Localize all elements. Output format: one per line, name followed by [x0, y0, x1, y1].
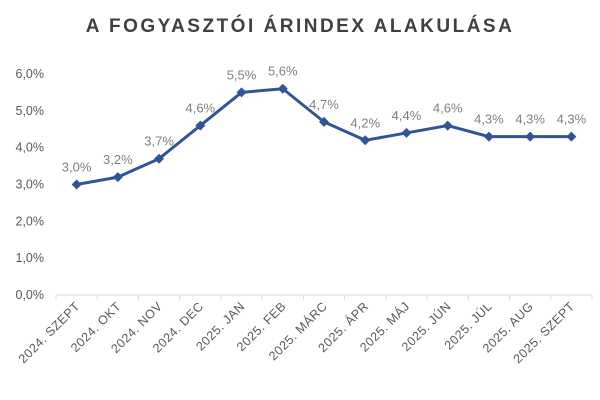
- data-point-marker: [566, 131, 577, 142]
- data-point-marker: [319, 116, 329, 127]
- y-tick-label: 5,0%: [16, 104, 45, 118]
- data-point-marker: [277, 83, 288, 94]
- data-label: 3,0%: [62, 160, 92, 175]
- data-label: 4,3%: [557, 112, 587, 127]
- data-label: 4,4%: [392, 108, 422, 123]
- data-label: 4,7%: [309, 97, 339, 112]
- data-point-marker: [195, 120, 206, 131]
- y-tick-label: 1,0%: [16, 251, 45, 265]
- data-label: 4,3%: [474, 112, 504, 127]
- data-point-marker: [401, 127, 412, 138]
- y-tick-label: 0,0%: [16, 288, 45, 302]
- data-label: 4,3%: [515, 112, 545, 127]
- data-point-marker: [360, 135, 371, 146]
- data-label: 5,5%: [227, 67, 257, 82]
- data-point-marker: [483, 131, 494, 142]
- y-tick-label: 2,0%: [16, 214, 45, 228]
- data-point-marker: [154, 153, 165, 164]
- y-tick-label: 3,0%: [16, 178, 45, 192]
- chart-title: A FOGYASZTÓI ÁRINDEX ALAKULÁSA: [85, 16, 515, 37]
- x-tick-label: 2024. SZEPT: [16, 299, 83, 366]
- data-label: 4,2%: [350, 115, 380, 130]
- data-label: 3,2%: [103, 152, 133, 167]
- y-tick-label: 4,0%: [16, 141, 45, 155]
- data-point-marker: [112, 172, 123, 183]
- data-point-marker: [525, 131, 536, 142]
- data-point-marker: [236, 87, 247, 98]
- data-label: 5,6%: [268, 64, 298, 79]
- data-label: 3,7%: [144, 134, 174, 149]
- data-label: 4,6%: [185, 101, 215, 116]
- data-point-marker: [71, 179, 82, 190]
- data-label: 4,6%: [433, 101, 463, 116]
- data-point-marker: [442, 120, 453, 131]
- y-tick-label: 6,0%: [16, 67, 45, 81]
